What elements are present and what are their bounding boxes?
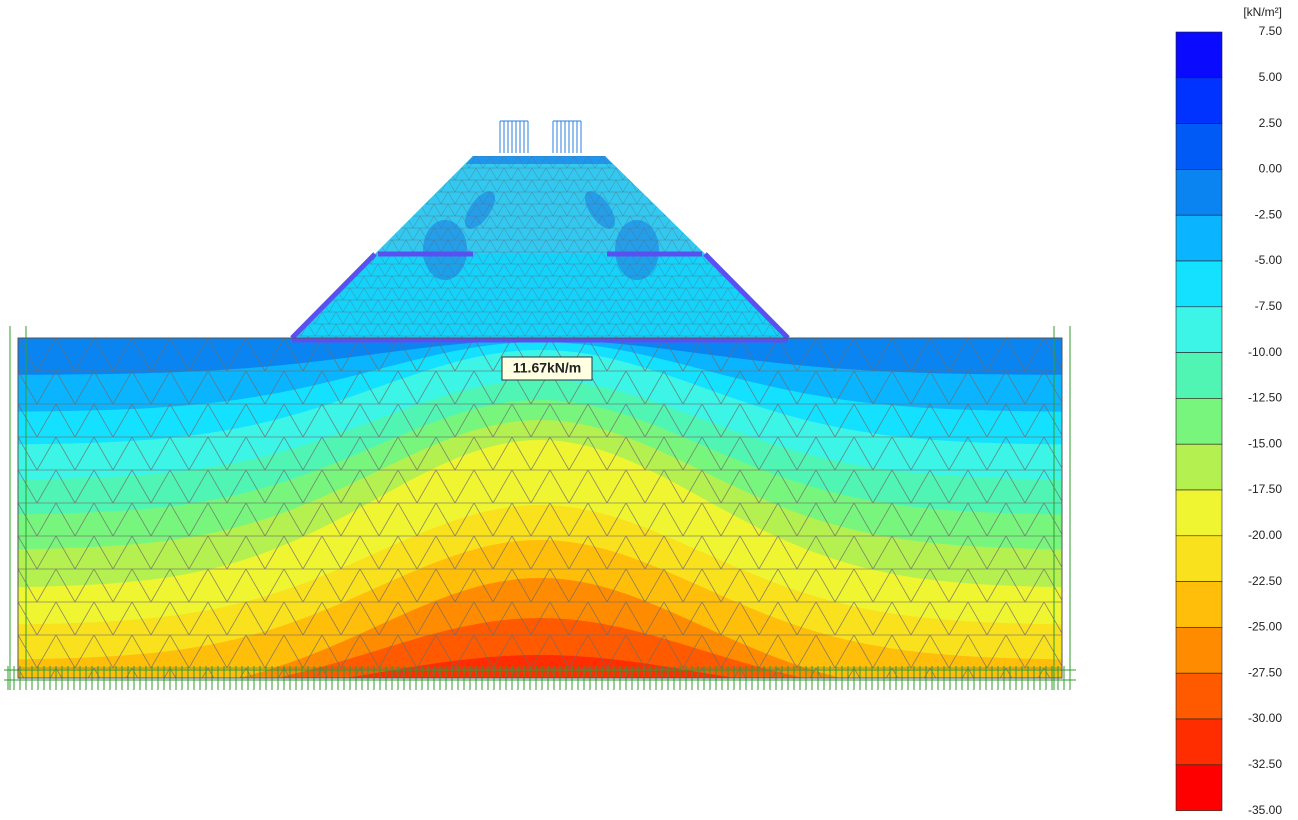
- legend: 7.50 5.00 2.50 0.00 -2.50 -5.00 -7.50 -10.00 -12…: [1175, 24, 1283, 817]
- legend-swatch: [1175, 123, 1223, 170]
- legend-swatch: [1175, 31, 1223, 79]
- legend-label: -20.00: [1248, 528, 1282, 542]
- legend-swatch: [1175, 169, 1223, 216]
- legend-label: -17.50: [1248, 482, 1282, 496]
- legend-label: -27.50: [1248, 665, 1282, 679]
- legend-label: -10.00: [1248, 345, 1282, 359]
- legend-swatch: [1175, 214, 1223, 262]
- geogrid: [290, 252, 790, 340]
- legend-swatch: [1175, 764, 1223, 811]
- load: [499, 120, 529, 153]
- legend-swatch: [1175, 535, 1223, 582]
- legend-swatch: [1175, 306, 1223, 353]
- legend-swatch: [1175, 627, 1223, 674]
- annotation-box: [501, 356, 593, 381]
- legend-unit: [kN/m²]: [1243, 5, 1282, 19]
- legend-label: -2.50: [1255, 207, 1283, 221]
- fixities: [4, 326, 1076, 690]
- legend-swatch: [1175, 672, 1223, 720]
- legend-swatch: [1175, 398, 1223, 445]
- legend-label: -15.00: [1248, 436, 1282, 450]
- legend-swatch: [1175, 443, 1223, 491]
- legend-label: -30.00: [1248, 711, 1282, 725]
- legend-label: 5.00: [1259, 70, 1283, 84]
- line-loads: [499, 120, 582, 153]
- soil-outline: [17, 337, 1063, 679]
- legend-label: -32.50: [1248, 757, 1282, 771]
- legend-label: 7.50: [1259, 24, 1283, 38]
- legend-label: 0.00: [1259, 162, 1283, 176]
- load: [552, 120, 582, 153]
- legend-label: -12.50: [1248, 391, 1282, 405]
- legend-swatch: [1175, 77, 1223, 124]
- legend-swatch: [1175, 581, 1223, 628]
- legend-label: 2.50: [1259, 116, 1283, 130]
- legend-swatch: [1175, 489, 1223, 537]
- legend-label: -5.00: [1255, 253, 1283, 267]
- legend-swatch: [1175, 260, 1223, 308]
- legend-label: -35.00: [1248, 803, 1282, 817]
- soil-mesh: [18, 338, 1062, 678]
- geogrids: [290, 251, 790, 343]
- legend-label: -7.50: [1255, 299, 1283, 313]
- embankment-mesh: [292, 156, 788, 338]
- legend-swatch: [1175, 352, 1223, 399]
- legend-label: -22.50: [1248, 574, 1282, 588]
- legend-label: -25.00: [1248, 620, 1282, 634]
- legend-swatch: [1175, 718, 1223, 766]
- annotation: 11.67kN/m: [513, 360, 582, 376]
